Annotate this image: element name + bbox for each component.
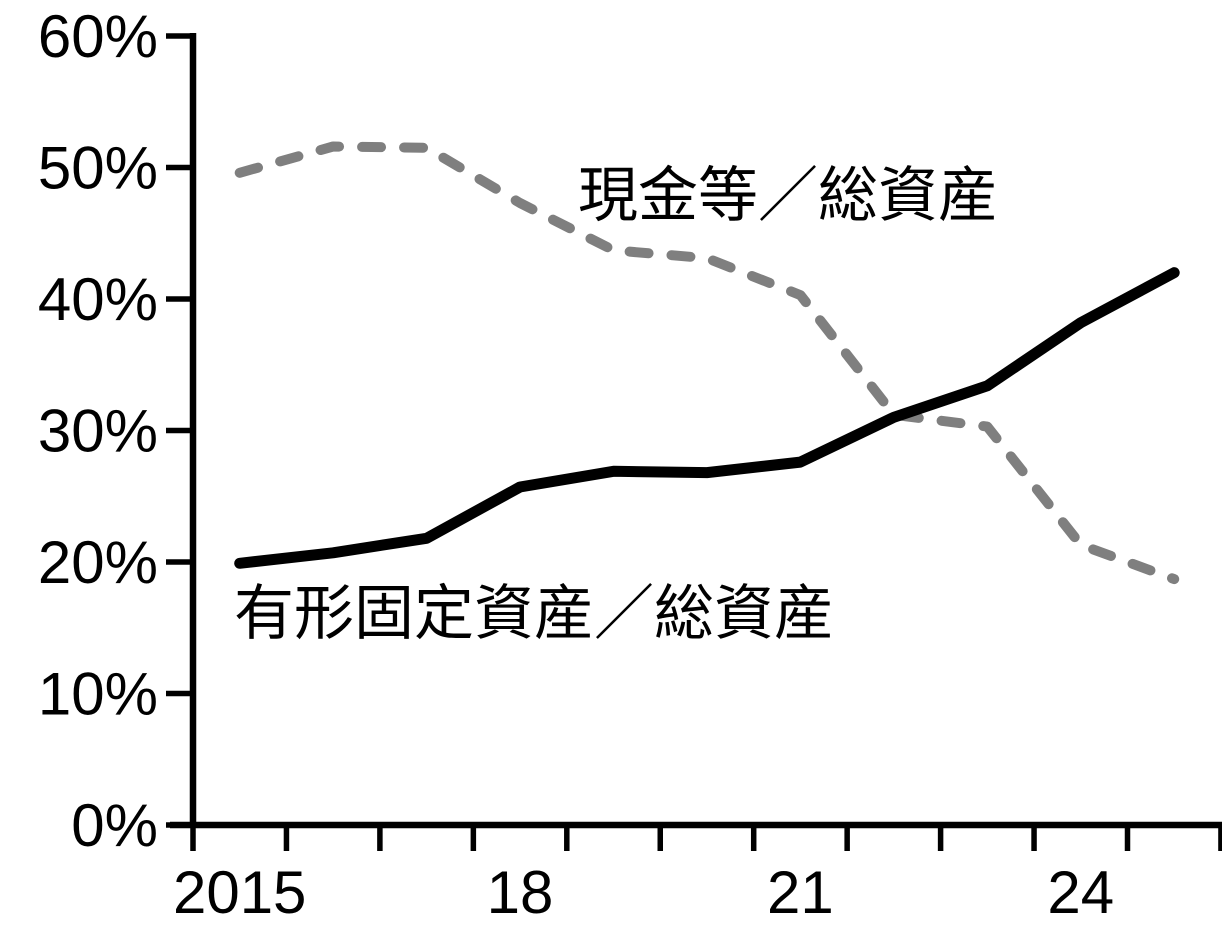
x-tick-label: 2015 — [173, 859, 306, 926]
y-tick-label: 10% — [38, 661, 158, 728]
series-label-tangible: 有形固定資産／総資産 — [234, 580, 834, 647]
series-line-tangible — [234, 267, 1180, 569]
y-tick-label: 40% — [38, 266, 158, 333]
y-tick-label: 20% — [38, 529, 158, 596]
y-tick-label: 30% — [38, 398, 158, 465]
series-line-cash — [234, 141, 1180, 585]
y-tick-label: 50% — [38, 135, 158, 202]
y-tick-label: 60% — [38, 3, 158, 70]
series-label-cash: 現金等／総資産 — [578, 162, 998, 229]
x-tick-label: 21 — [767, 859, 834, 926]
y-tick-label: 0% — [71, 792, 158, 859]
x-tick-label: 18 — [487, 859, 554, 926]
x-tick-label: 24 — [1047, 859, 1114, 926]
